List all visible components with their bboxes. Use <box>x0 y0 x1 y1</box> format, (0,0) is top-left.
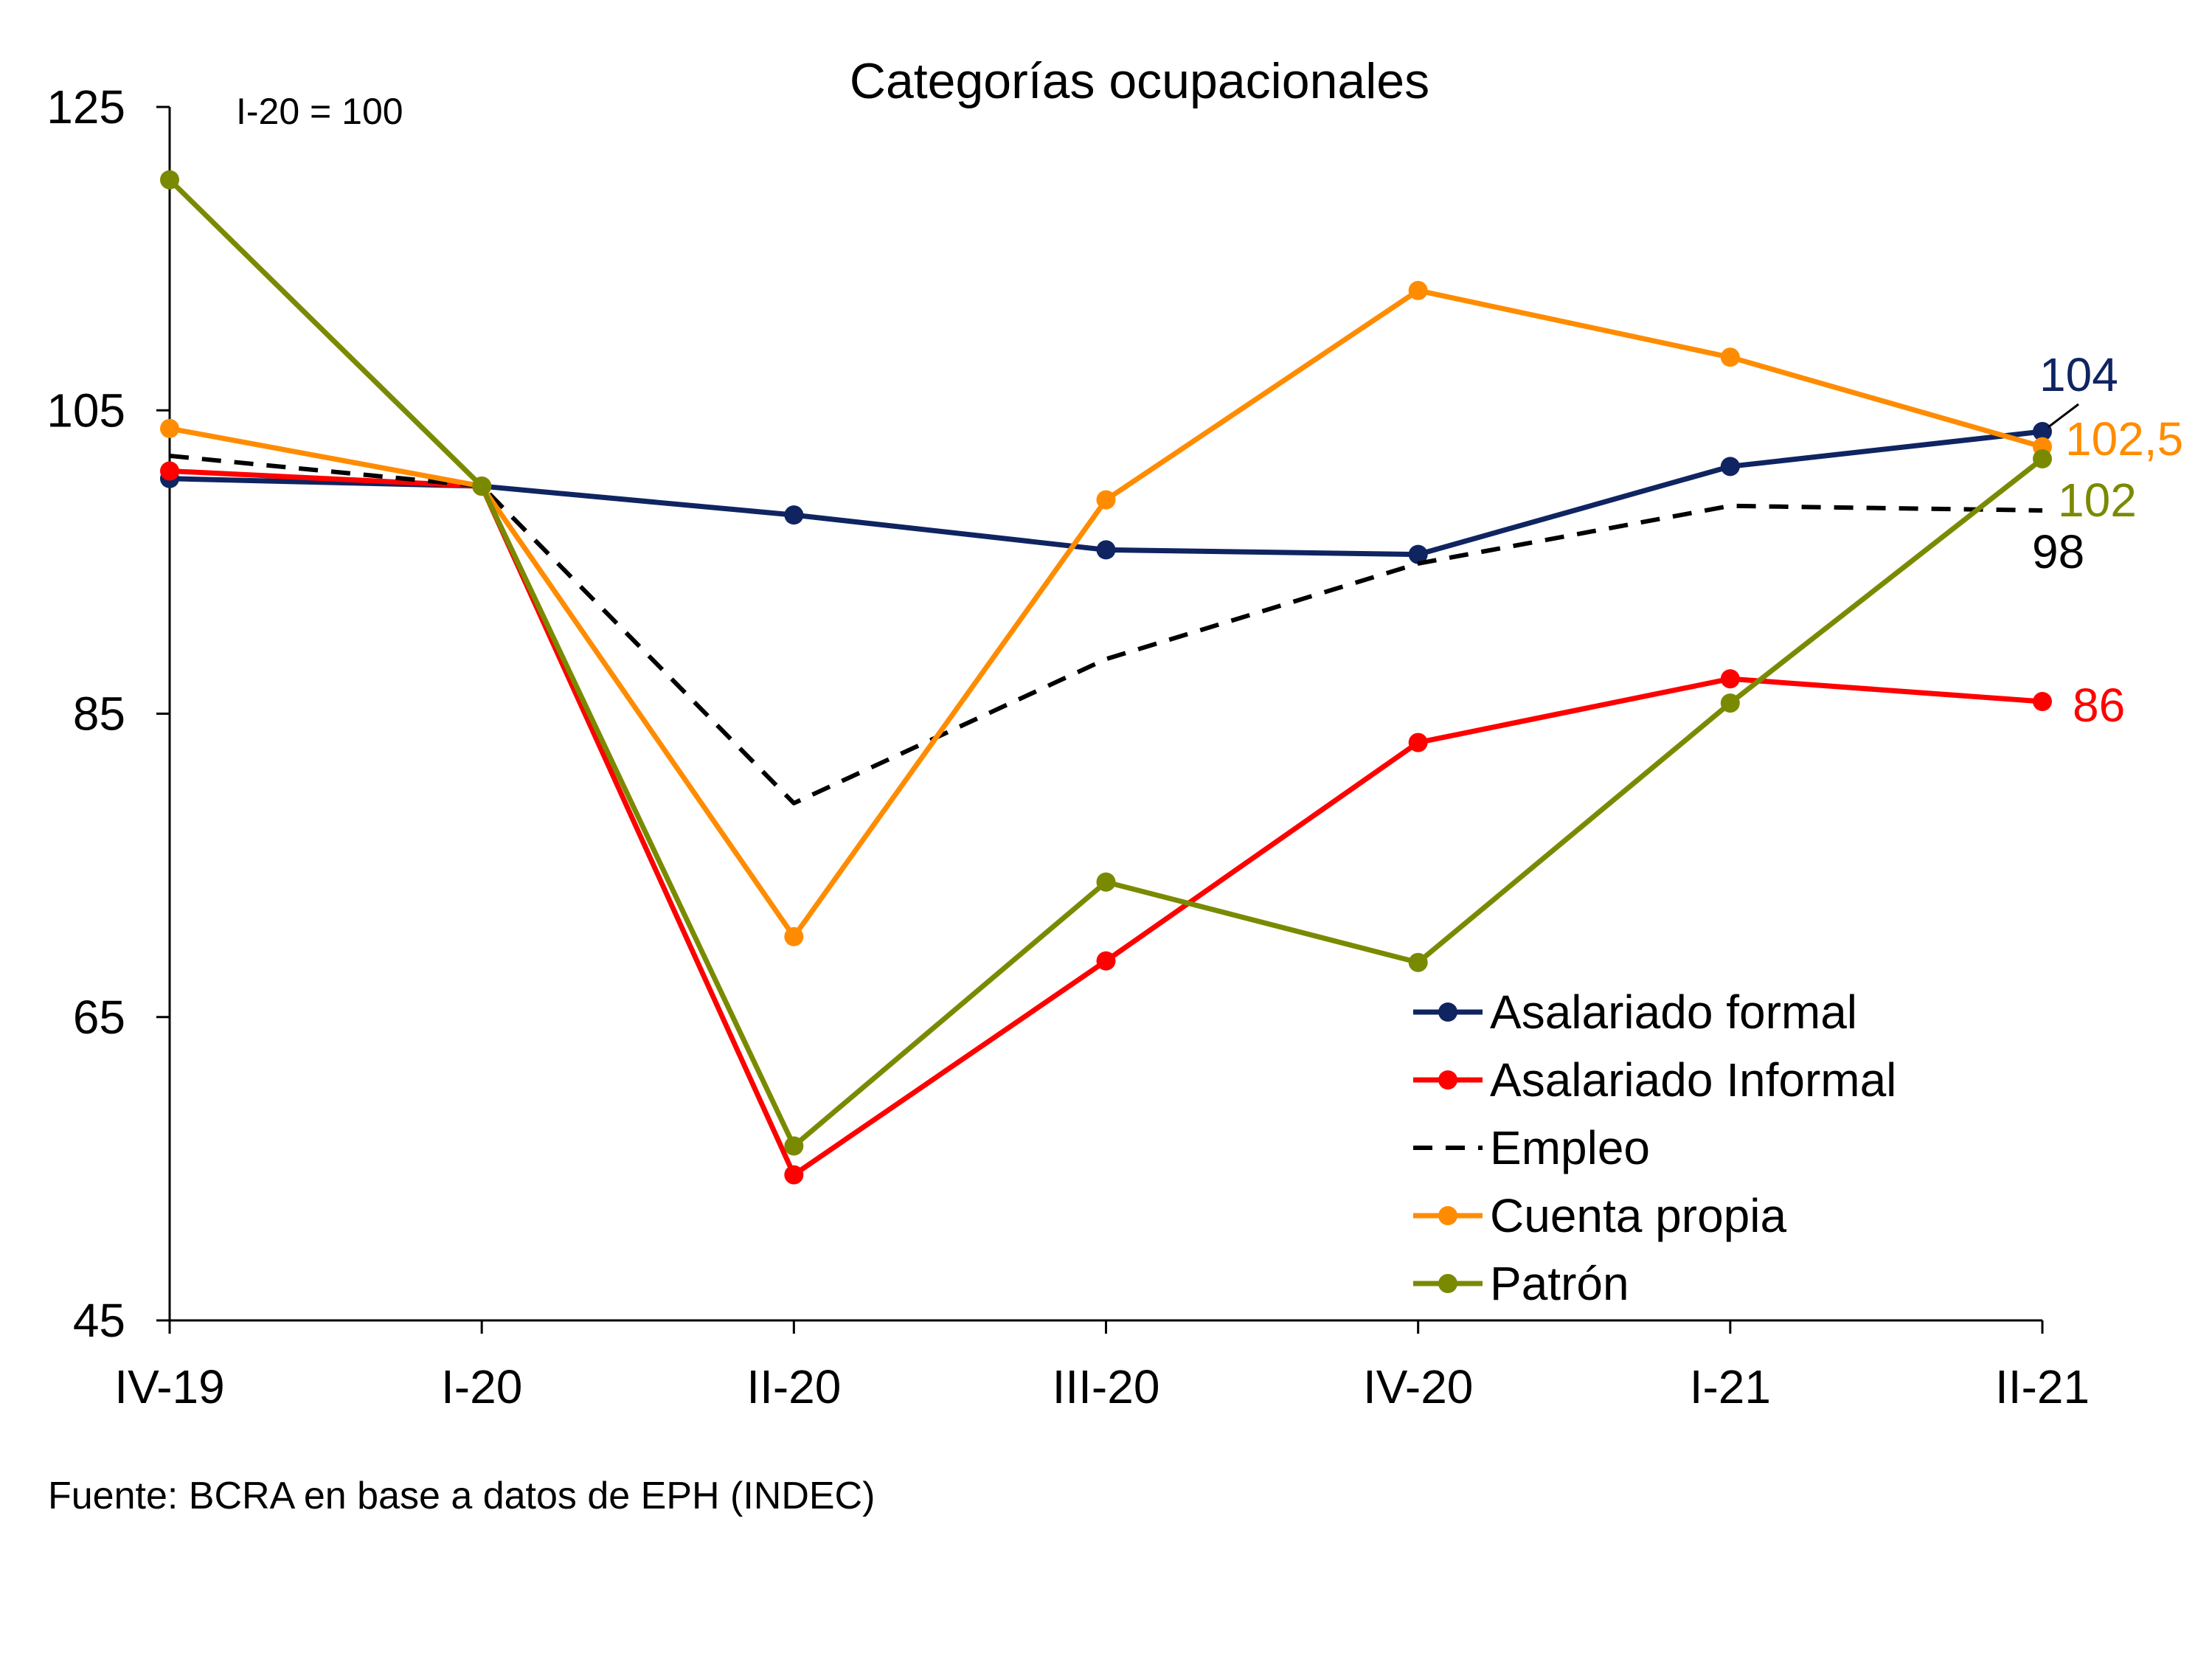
data-point <box>784 927 804 946</box>
end-value-label: 102 <box>2058 474 2137 527</box>
legend-label: Patrón <box>1490 1257 1629 1310</box>
x-tick-label: III-20 <box>1053 1360 1160 1413</box>
data-point <box>1408 544 1428 564</box>
x-tick-label: I-21 <box>1690 1360 1771 1413</box>
x-tick-label: II-20 <box>746 1360 841 1413</box>
legend: Asalariado formal Asalariado Informal Empl… <box>1413 986 1896 1310</box>
data-point <box>1720 669 1740 689</box>
data-point <box>1720 693 1740 713</box>
legend-item: Patrón <box>1413 1257 1629 1310</box>
data-point <box>1408 732 1428 752</box>
series-patron <box>160 170 2052 1156</box>
y-tick-label: 45 <box>73 1294 125 1347</box>
legend-item: Cuenta propia <box>1413 1189 1786 1242</box>
legend-marker <box>1438 1002 1457 1022</box>
data-point <box>472 477 492 496</box>
end-value-label: 102,5 <box>2065 412 2183 465</box>
legend-marker <box>1438 1274 1457 1293</box>
legend-marker <box>1438 1206 1457 1225</box>
data-point <box>2033 692 2052 712</box>
data-point <box>784 1165 804 1185</box>
data-point <box>2033 422 2052 442</box>
data-point <box>160 170 179 190</box>
x-tick-label: II-21 <box>1995 1360 2090 1413</box>
axes: 125 105 85 65 45 IV-19 I-20 II-20 III-20 IV-20 I-… <box>46 80 2090 1413</box>
data-point <box>1720 347 1740 367</box>
legend-label: Empleo <box>1490 1121 1650 1174</box>
end-value-label: 104 <box>2039 348 2118 401</box>
data-point <box>1408 952 1428 972</box>
legend-item: Asalariado formal <box>1413 986 1857 1039</box>
y-tick-label: 105 <box>46 384 125 437</box>
y-tick-label: 125 <box>46 80 125 134</box>
data-point <box>1096 951 1116 971</box>
data-point <box>784 505 804 525</box>
data-point <box>784 1136 804 1156</box>
data-point <box>1096 490 1116 510</box>
series-layer <box>160 170 2052 1185</box>
y-tick-label: 65 <box>73 991 125 1044</box>
end-value-label: 86 <box>2073 679 2125 732</box>
legend-item: Asalariado Informal <box>1413 1053 1896 1106</box>
legend-marker <box>1438 1070 1457 1090</box>
x-tick-label: I-20 <box>441 1360 522 1413</box>
x-tick-label: IV-19 <box>114 1360 224 1413</box>
legend-label: Asalariado Informal <box>1490 1053 1896 1106</box>
data-point <box>160 418 179 438</box>
series-line <box>169 288 2043 940</box>
legend-item: Empleo <box>1413 1121 1650 1174</box>
data-point <box>2033 449 2052 469</box>
data-point <box>1408 280 1428 300</box>
leader-line <box>2048 403 2079 429</box>
legend-label: Cuenta propia <box>1490 1189 1786 1242</box>
data-point <box>1720 457 1740 477</box>
source-note: Fuente: BCRA en base a datos de EPH (IND… <box>48 1475 876 1517</box>
x-tick-label: IV-20 <box>1363 1360 1473 1413</box>
data-point <box>1096 540 1116 560</box>
series-cuenta-propia <box>160 280 2052 946</box>
y-tick-label: 85 <box>73 688 125 741</box>
data-point <box>1096 872 1116 892</box>
end-value-label: 98 <box>2032 525 2084 578</box>
end-labels: 104 86 98 102,5 102 <box>2032 348 2183 732</box>
chart-title: Categorías ocupacionales <box>850 53 1429 109</box>
base-note: I-20 = 100 <box>236 91 403 132</box>
data-point <box>160 461 179 481</box>
legend-label: Asalariado formal <box>1490 986 1857 1039</box>
